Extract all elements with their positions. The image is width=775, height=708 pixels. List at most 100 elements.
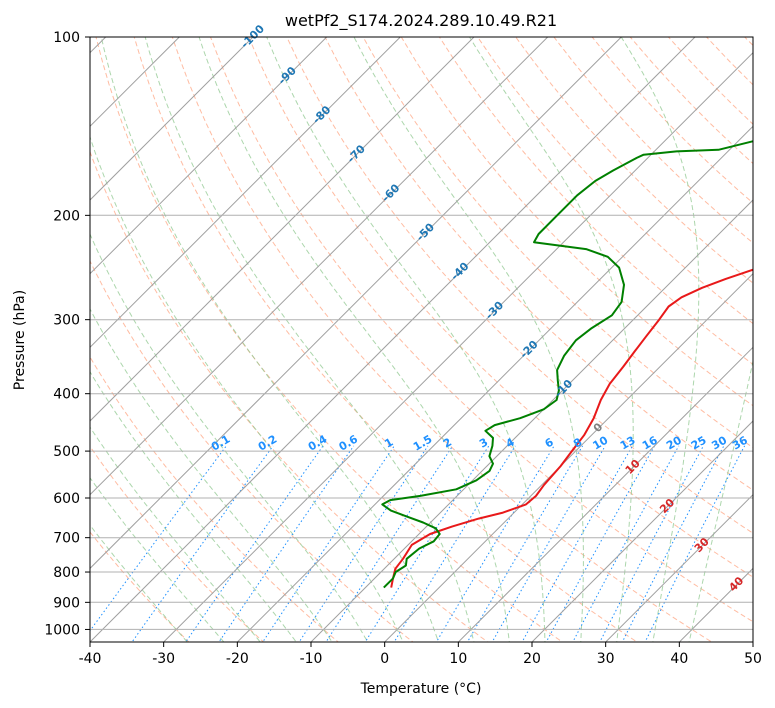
moist-adiabat <box>620 37 700 642</box>
dry-adiabat <box>210 37 753 623</box>
isotherm-label: -80 <box>310 103 333 126</box>
dry-adiabat <box>95 37 564 642</box>
moist-adiabat <box>90 232 369 642</box>
mixing-ratio-label: 30 <box>709 433 729 452</box>
isotherm-line <box>90 37 696 642</box>
moist-adiabat <box>144 37 475 642</box>
mixing-ratio-line <box>325 445 454 642</box>
dry-adiabat <box>90 356 339 642</box>
y-tick-label: 700 <box>53 531 80 547</box>
moist-adiabat <box>90 308 333 642</box>
x-tick-label: -10 <box>300 651 323 667</box>
isotherm-line <box>310 199 753 642</box>
mixing-ratio-line <box>393 445 516 642</box>
grid <box>90 37 753 642</box>
isotherm-label: 0 <box>591 420 606 435</box>
dry-adiabat <box>515 37 753 284</box>
isotherm-line <box>90 37 328 275</box>
moist-adiabat <box>90 476 225 642</box>
moist-adiabat <box>266 37 546 642</box>
mixing-ratio-line <box>262 445 395 642</box>
mixing-ratio-label: 6 <box>543 435 556 450</box>
mixing-ratio-label: 0.2 <box>256 433 279 454</box>
mixing-ratio-label: 13 <box>618 434 638 453</box>
isotherm-label: 40 <box>726 574 746 594</box>
dry-adiabat <box>400 37 753 407</box>
isotherm-label: 10 <box>623 457 643 477</box>
y-tick-label: 100 <box>53 30 80 46</box>
isotherm-line <box>162 51 753 642</box>
mixing-ratio-label: 0.1 <box>209 433 232 454</box>
mixing-ratio-line <box>491 445 606 642</box>
dry-adiabat <box>90 445 265 642</box>
mixing-ratio-line <box>521 445 633 642</box>
dry-adiabat <box>171 37 713 642</box>
temperature-line <box>390 268 753 588</box>
mixing-ratio-label: 16 <box>640 433 660 452</box>
moist-adiabat <box>469 37 634 642</box>
mixing-ratio-line <box>466 445 584 642</box>
y-tick-label: 900 <box>53 595 80 611</box>
mixing-ratio-label: 0.6 <box>337 432 361 453</box>
moist-adiabat <box>198 37 510 642</box>
x-tick-label: -30 <box>152 651 175 667</box>
dry-adiabat <box>362 37 753 449</box>
dry-adiabat <box>591 37 753 204</box>
dry-adiabat <box>90 259 414 642</box>
moist-adiabat <box>90 426 261 642</box>
y-tick-label: 500 <box>53 444 80 460</box>
x-tick-label: 20 <box>523 651 541 667</box>
chart-title: wetPf2_S174.2024.289.10.49.R21 <box>285 11 557 31</box>
isotherm-line <box>90 37 549 496</box>
isotherm-line <box>457 346 753 642</box>
x-axis-title: Temperature (°C) <box>360 681 482 697</box>
y-tick-label: 800 <box>53 565 80 581</box>
mixing-ratio-line <box>185 445 324 642</box>
isotherm-line <box>90 37 622 570</box>
series-group <box>381 140 753 589</box>
dry-adiabat <box>668 37 753 125</box>
y-tick-label: 200 <box>53 208 80 224</box>
isotherm-line <box>752 641 753 642</box>
isotherm-label: -20 <box>517 338 540 361</box>
x-tick-label: 40 <box>670 651 688 667</box>
dry-adiabat <box>438 37 753 366</box>
dry-adiabat <box>324 37 753 491</box>
y-tick-label: 600 <box>53 491 80 507</box>
mixing-ratio-label: 20 <box>664 433 684 452</box>
dry-adiabat <box>248 37 753 578</box>
mixing-ratio-label: 10 <box>591 433 611 452</box>
isotherm-line <box>236 125 753 642</box>
dry-adiabat <box>477 37 753 325</box>
x-tick-label: 30 <box>597 651 615 667</box>
mixing-ratio-label: 1.5 <box>411 433 434 454</box>
mixing-ratio-label: 3 <box>477 436 490 451</box>
line-labels: -100-90-80-70-60-50-40-30-20-10010203040… <box>209 22 750 594</box>
mixing-ratio-line <box>621 445 725 642</box>
isotherm-line <box>383 272 753 642</box>
moist-adiabat <box>353 37 584 642</box>
moist-adiabat <box>90 370 297 642</box>
mixing-ratio-line <box>90 445 227 632</box>
mixing-ratio-line <box>644 445 746 642</box>
isotherm-line <box>678 567 753 642</box>
plot-frame <box>89 36 754 643</box>
y-tick-label: 1000 <box>44 622 80 638</box>
dewpoint-line <box>381 140 753 589</box>
y-tick-label: 400 <box>53 387 80 403</box>
y-axis: 100 200 300 400 500 600 700 800 900 1000 <box>44 30 90 638</box>
x-axis: -40 -30 -20 -10 0 10 20 30 40 50 <box>79 642 762 667</box>
x-tick-label: -20 <box>226 651 249 667</box>
dry-adiabat <box>133 37 638 642</box>
x-tick-label: 10 <box>449 651 467 667</box>
mixing-ratio-line <box>545 445 656 642</box>
moist-adiabat <box>688 358 753 642</box>
x-tick-label: -40 <box>79 651 102 667</box>
background-lines <box>90 37 753 642</box>
isotherm-line <box>604 493 753 642</box>
isotherm-line <box>90 37 401 349</box>
isotherm-line <box>90 37 254 201</box>
dry-adiabat <box>90 531 190 642</box>
dry-adiabat <box>553 37 753 244</box>
